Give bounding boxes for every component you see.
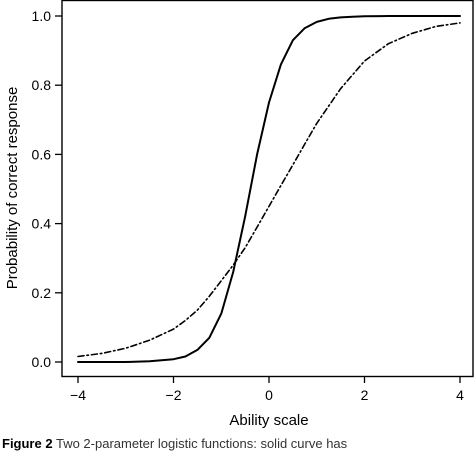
y-tick-label: 0.2 xyxy=(32,285,52,301)
figure-caption: Figure 2 Two 2-parameter logistic functi… xyxy=(2,436,347,451)
dashdot-curve xyxy=(77,22,461,358)
x-tick-label: 2 xyxy=(361,387,369,403)
x-tick-label: 4 xyxy=(456,387,464,403)
figure-caption-text: Two 2-parameter logistic functions: soli… xyxy=(55,436,348,451)
x-tick-label: −2 xyxy=(166,387,182,403)
y-tick-label: 0.0 xyxy=(32,354,52,370)
y-tick-label: 0.4 xyxy=(32,216,52,232)
x-axis-label: Ability scale xyxy=(229,412,308,429)
y-tick-label: 0.6 xyxy=(32,146,52,162)
figure-caption-label: Figure 2 xyxy=(2,436,53,451)
x-tick-label: −4 xyxy=(70,387,86,403)
y-axis-label: Probability of correct response xyxy=(4,87,21,290)
y-tick-label: 1.0 xyxy=(32,8,52,24)
chart-svg: −4 −2 0 2 40.00.20.40.60.81.0 Ability scale … xyxy=(4,0,474,429)
x-tick-label: 0 xyxy=(265,387,273,403)
solid-curve xyxy=(77,15,461,363)
plot-frame xyxy=(61,0,474,378)
y-tick-label: 0.8 xyxy=(32,77,52,93)
